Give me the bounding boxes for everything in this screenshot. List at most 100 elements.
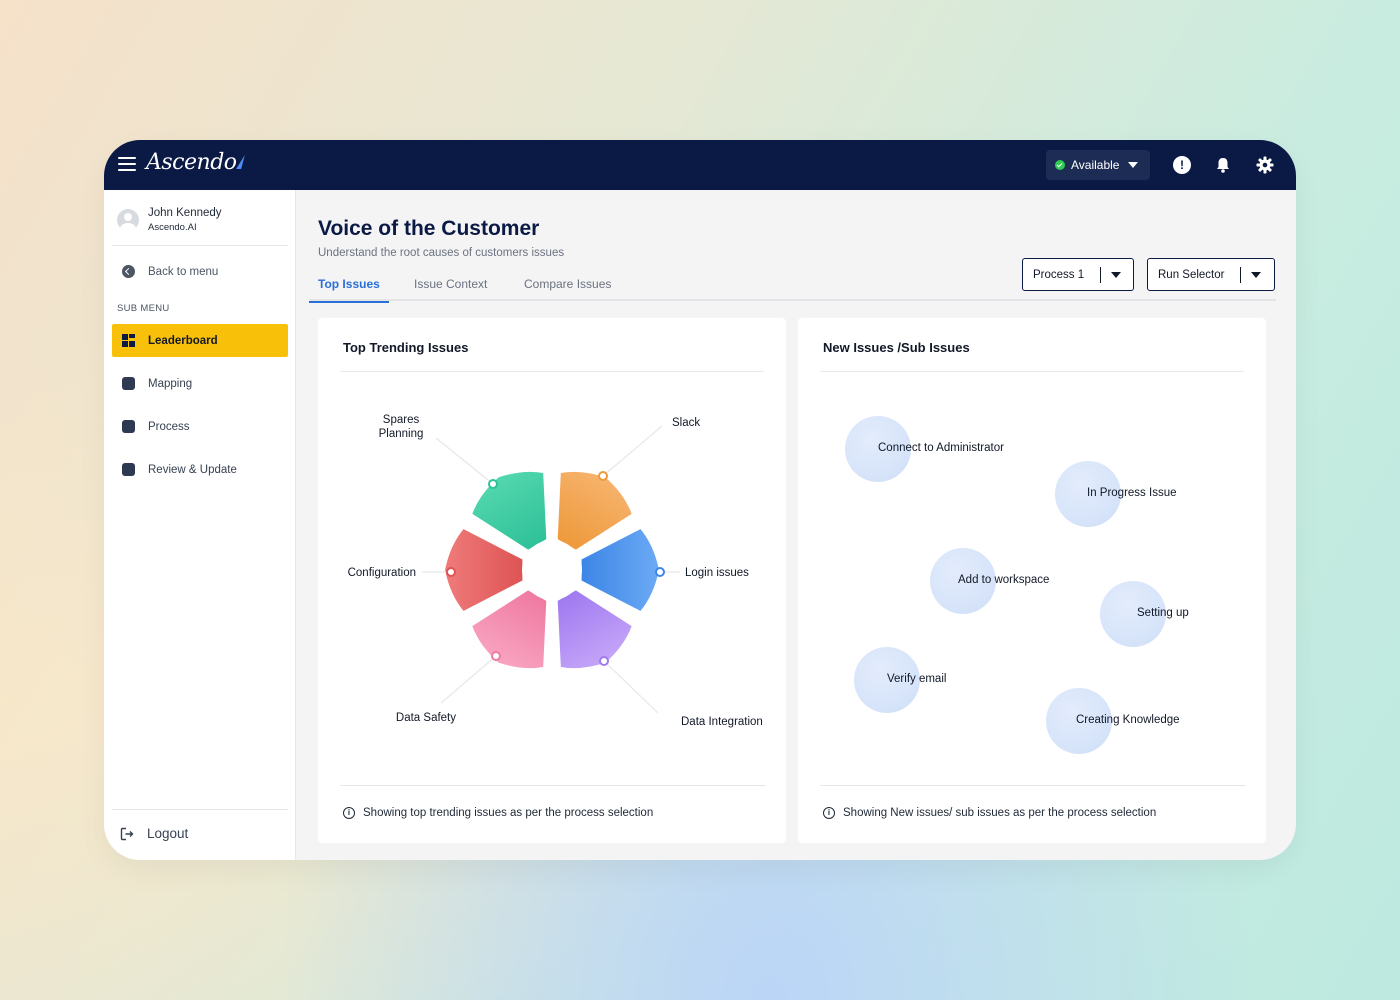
chart-marker — [491, 651, 501, 661]
user-profile[interactable]: John Kennedy Ascendo.AI — [117, 207, 222, 233]
chart-marker — [655, 567, 665, 577]
availability-dropdown[interactable]: Available — [1046, 150, 1150, 180]
chart-segment-label: Login issues — [685, 567, 749, 579]
issue-bubble[interactable] — [1055, 461, 1121, 527]
chart-center — [522, 540, 582, 600]
card-footer: i Showing top trending issues as per the… — [343, 807, 653, 819]
card-footer-text: Showing top trending issues as per the p… — [363, 807, 654, 819]
sidebar-divider — [112, 809, 288, 810]
chart-leader-line — [435, 437, 494, 485]
back-to-menu-label: Back to menu — [148, 265, 219, 278]
sidebar-item-review-update[interactable]: Review & Update — [112, 453, 288, 486]
card-title: Top Trending Issues — [343, 340, 469, 355]
run-selector-select[interactable]: Run Selector — [1147, 258, 1275, 291]
chart-segment-label: Planning — [379, 428, 424, 440]
chart-segment-label: Spares — [383, 414, 420, 426]
issue-bubble-label: Connect to Administrator — [878, 442, 1004, 454]
sidebar-item-process[interactable]: Process — [112, 410, 288, 443]
logout-icon — [120, 827, 134, 840]
trending-issues-chart: Slack Login issues Data Integration Data Sa… — [348, 414, 763, 728]
chart-segment-label: Data Safety — [396, 712, 456, 724]
logout-button[interactable]: Logout — [120, 826, 188, 841]
hamburger-menu-icon[interactable] — [118, 157, 136, 171]
bell-icon[interactable] — [1214, 156, 1232, 174]
issue-bubble-label: In Progress Issue — [1087, 487, 1177, 499]
chevron-down-icon — [1111, 271, 1122, 278]
sidebar-item-label: Review & Update — [148, 463, 237, 476]
card-footer: i Showing New issues/ sub issues as per … — [823, 807, 1156, 819]
mapping-icon — [122, 377, 135, 390]
card-divider — [340, 785, 766, 786]
tab-top-issues[interactable]: Top Issues — [309, 277, 389, 303]
sidebar-item-label: Mapping — [148, 377, 193, 390]
gear-icon[interactable] — [1256, 156, 1274, 174]
sidebar: John Kennedy Ascendo.AI Back to menu SUB… — [104, 190, 296, 860]
submenu-heading: SUB MENU — [117, 303, 170, 314]
chevron-down-icon — [1251, 271, 1262, 278]
chart-segment[interactable] — [467, 586, 551, 673]
sidebar-item-mapping[interactable]: Mapping — [112, 367, 288, 400]
issue-bubble[interactable] — [854, 647, 920, 713]
select-separator — [1240, 266, 1242, 283]
brand-name: Ascendo — [146, 150, 237, 175]
info-icon: i — [823, 807, 835, 819]
chart-leader-line — [603, 660, 659, 714]
chart-marker — [488, 479, 498, 489]
tab-bar: Top Issues Issue Context Compare Issues — [309, 269, 1276, 303]
back-arrow-icon — [122, 265, 135, 278]
chart-segment[interactable] — [441, 524, 527, 616]
issue-bubble-label: Setting up — [1137, 607, 1189, 619]
card-footer-text: Showing New issues/ sub issues as per th… — [843, 807, 1157, 819]
chart-segment-label: Slack — [672, 417, 700, 429]
new-issues-card: New Issues /Sub Issues Connect to Admini… — [798, 318, 1266, 843]
select-separator — [1100, 266, 1102, 283]
tab-issue-context[interactable]: Issue Context — [414, 277, 488, 291]
card-title: New Issues /Sub Issues — [823, 340, 970, 355]
issue-bubble-label: Verify email — [887, 673, 947, 685]
info-icon: i — [343, 807, 355, 819]
run-selector-value: Run Selector — [1158, 268, 1225, 281]
chart-marker — [599, 656, 609, 666]
avatar — [117, 209, 139, 231]
user-name: John Kennedy — [148, 207, 222, 219]
back-to-menu-link[interactable]: Back to menu — [122, 265, 218, 278]
brand-logo: Ascendo — [146, 150, 245, 175]
issue-bubble[interactable] — [845, 416, 911, 482]
chart-segment[interactable] — [467, 467, 551, 554]
issue-bubble[interactable] — [1046, 688, 1112, 754]
grid-icon — [122, 334, 135, 347]
chevron-down-icon — [1128, 162, 1139, 168]
chart-segment-label: Configuration — [348, 567, 416, 579]
top-trending-card: Top Trending Issues Slack Login issues Dat… — [318, 318, 786, 843]
alert-icon[interactable]: ! — [1173, 156, 1191, 174]
main-content: Voice of the Customer Understand the roo… — [296, 190, 1296, 860]
issue-bubble[interactable] — [930, 548, 996, 614]
sidebar-item-label: Leaderboard — [148, 334, 218, 347]
online-status-icon — [1055, 160, 1065, 170]
chart-marker — [446, 567, 456, 577]
top-bar: Ascendo Available ! — [104, 140, 1296, 190]
process-select[interactable]: Process 1 — [1022, 258, 1134, 291]
process-icon — [122, 420, 135, 433]
process-select-value: Process 1 — [1033, 268, 1085, 281]
issue-bubble-label: Add to workspace — [958, 574, 1050, 586]
tab-compare-issues[interactable]: Compare Issues — [524, 277, 612, 291]
edit-icon — [122, 463, 135, 476]
chart-marker — [598, 471, 608, 481]
card-divider — [820, 785, 1246, 786]
availability-label: Available — [1071, 158, 1120, 172]
chart-leader-line — [602, 425, 663, 477]
card-divider — [340, 371, 764, 372]
page-title: Voice of the Customer — [318, 217, 540, 240]
card-divider — [820, 371, 1244, 372]
sidebar-item-leaderboard[interactable]: Leaderboard — [112, 324, 288, 357]
issue-bubble-label: Creating Knowledge — [1076, 714, 1180, 726]
app-window: Ascendo Available ! — [104, 140, 1296, 860]
logout-label: Logout — [147, 826, 189, 841]
chart-leader-line — [440, 655, 497, 704]
user-org: Ascendo.AI — [148, 222, 197, 233]
chart-segment-label: Data Integration — [681, 716, 763, 728]
issue-bubble[interactable] — [1100, 581, 1166, 647]
page-subtitle: Understand the root causes of customers … — [318, 247, 565, 259]
sidebar-divider — [112, 245, 288, 246]
